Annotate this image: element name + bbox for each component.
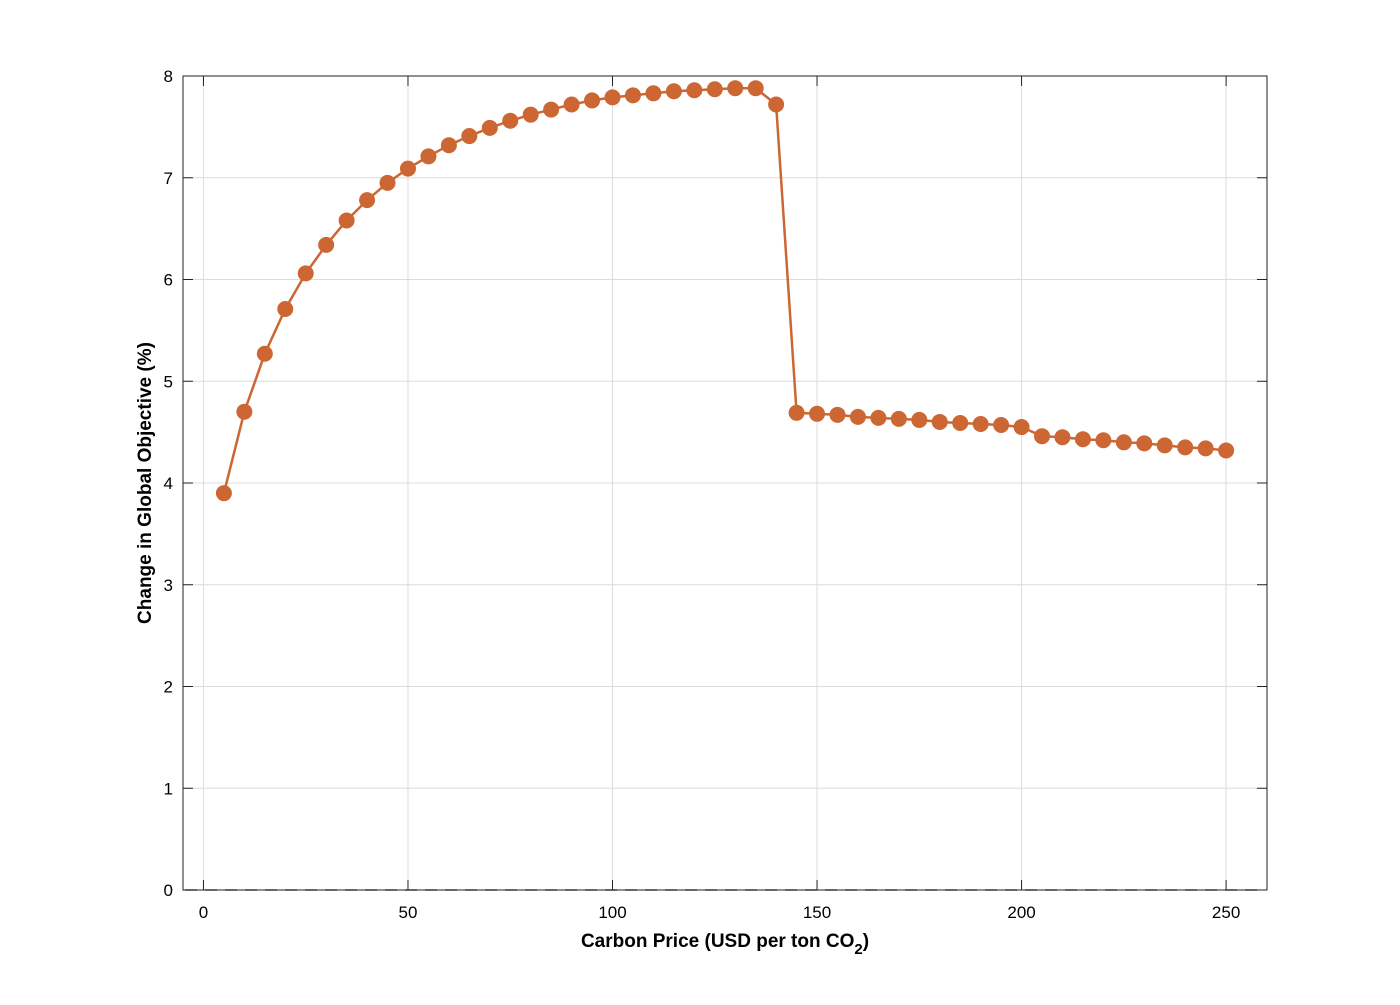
x-tick-label: 200	[1007, 903, 1035, 922]
data-point	[911, 411, 928, 428]
data-point	[931, 413, 948, 430]
data-point	[481, 119, 498, 136]
data-point	[359, 192, 376, 209]
data-point	[645, 85, 662, 102]
y-tick-label: 3	[164, 576, 173, 595]
data-point	[972, 415, 989, 432]
data-point	[604, 89, 621, 106]
x-tick-label: 250	[1212, 903, 1240, 922]
data-point	[1034, 428, 1051, 445]
data-point	[1095, 432, 1112, 449]
data-point	[215, 485, 232, 502]
data-point	[1218, 442, 1235, 459]
data-point	[236, 403, 253, 420]
data-point	[1136, 435, 1153, 452]
data-point	[318, 236, 335, 253]
data-point	[256, 345, 273, 362]
data-point	[768, 96, 785, 113]
data-point	[829, 406, 846, 423]
x-tick-label: 150	[803, 903, 831, 922]
data-point	[297, 265, 314, 282]
y-tick-label: 8	[164, 67, 173, 86]
data-point	[1074, 431, 1091, 448]
y-tick-label: 5	[164, 372, 173, 391]
x-label-sub: 2	[854, 941, 862, 958]
x-tick-label: 100	[598, 903, 626, 922]
data-point	[1156, 437, 1173, 454]
data-point	[706, 81, 723, 98]
data-point	[870, 409, 887, 426]
data-point	[686, 82, 703, 99]
x-label-tail: )	[863, 931, 869, 952]
data-point	[1177, 439, 1194, 456]
data-point	[1197, 440, 1214, 457]
data-point	[584, 92, 601, 109]
y-tick-label: 6	[164, 271, 173, 290]
data-point	[399, 160, 416, 177]
data-point	[665, 83, 682, 100]
data-point	[727, 80, 744, 97]
y-tick-label: 2	[164, 678, 173, 697]
data-point	[277, 301, 294, 318]
data-point	[809, 405, 826, 422]
data-point	[543, 101, 560, 118]
data-line	[222, 86, 1227, 494]
y-tick-label: 7	[164, 169, 173, 188]
data-point	[1054, 429, 1071, 446]
x-axis-label: Carbon Price (USD per ton CO2)	[581, 931, 869, 958]
data-point	[338, 212, 355, 229]
x-tick-label: 0	[199, 903, 208, 922]
data-point	[890, 410, 907, 427]
data-point	[849, 408, 866, 425]
data-point	[420, 148, 437, 165]
data-point	[788, 404, 805, 421]
data-point	[440, 137, 457, 154]
y-tick-label: 1	[164, 779, 173, 798]
y-tick-label: 0	[164, 881, 173, 900]
data-point	[747, 80, 764, 97]
data-point	[522, 106, 539, 123]
data-point	[1013, 419, 1030, 436]
data-point	[952, 414, 969, 431]
x-label-text: Carbon Price (USD per ton CO	[581, 931, 854, 952]
y-axis-label: Change in Global Objective (%)	[135, 342, 156, 624]
data-point	[1115, 434, 1132, 451]
data-point	[993, 417, 1010, 434]
y-tick-label: 4	[164, 474, 173, 493]
x-tick-label: 50	[399, 903, 418, 922]
data-point	[379, 174, 396, 191]
data-point	[624, 87, 641, 104]
data-point	[563, 96, 580, 113]
data-point	[502, 112, 519, 129]
data-point	[461, 128, 478, 145]
